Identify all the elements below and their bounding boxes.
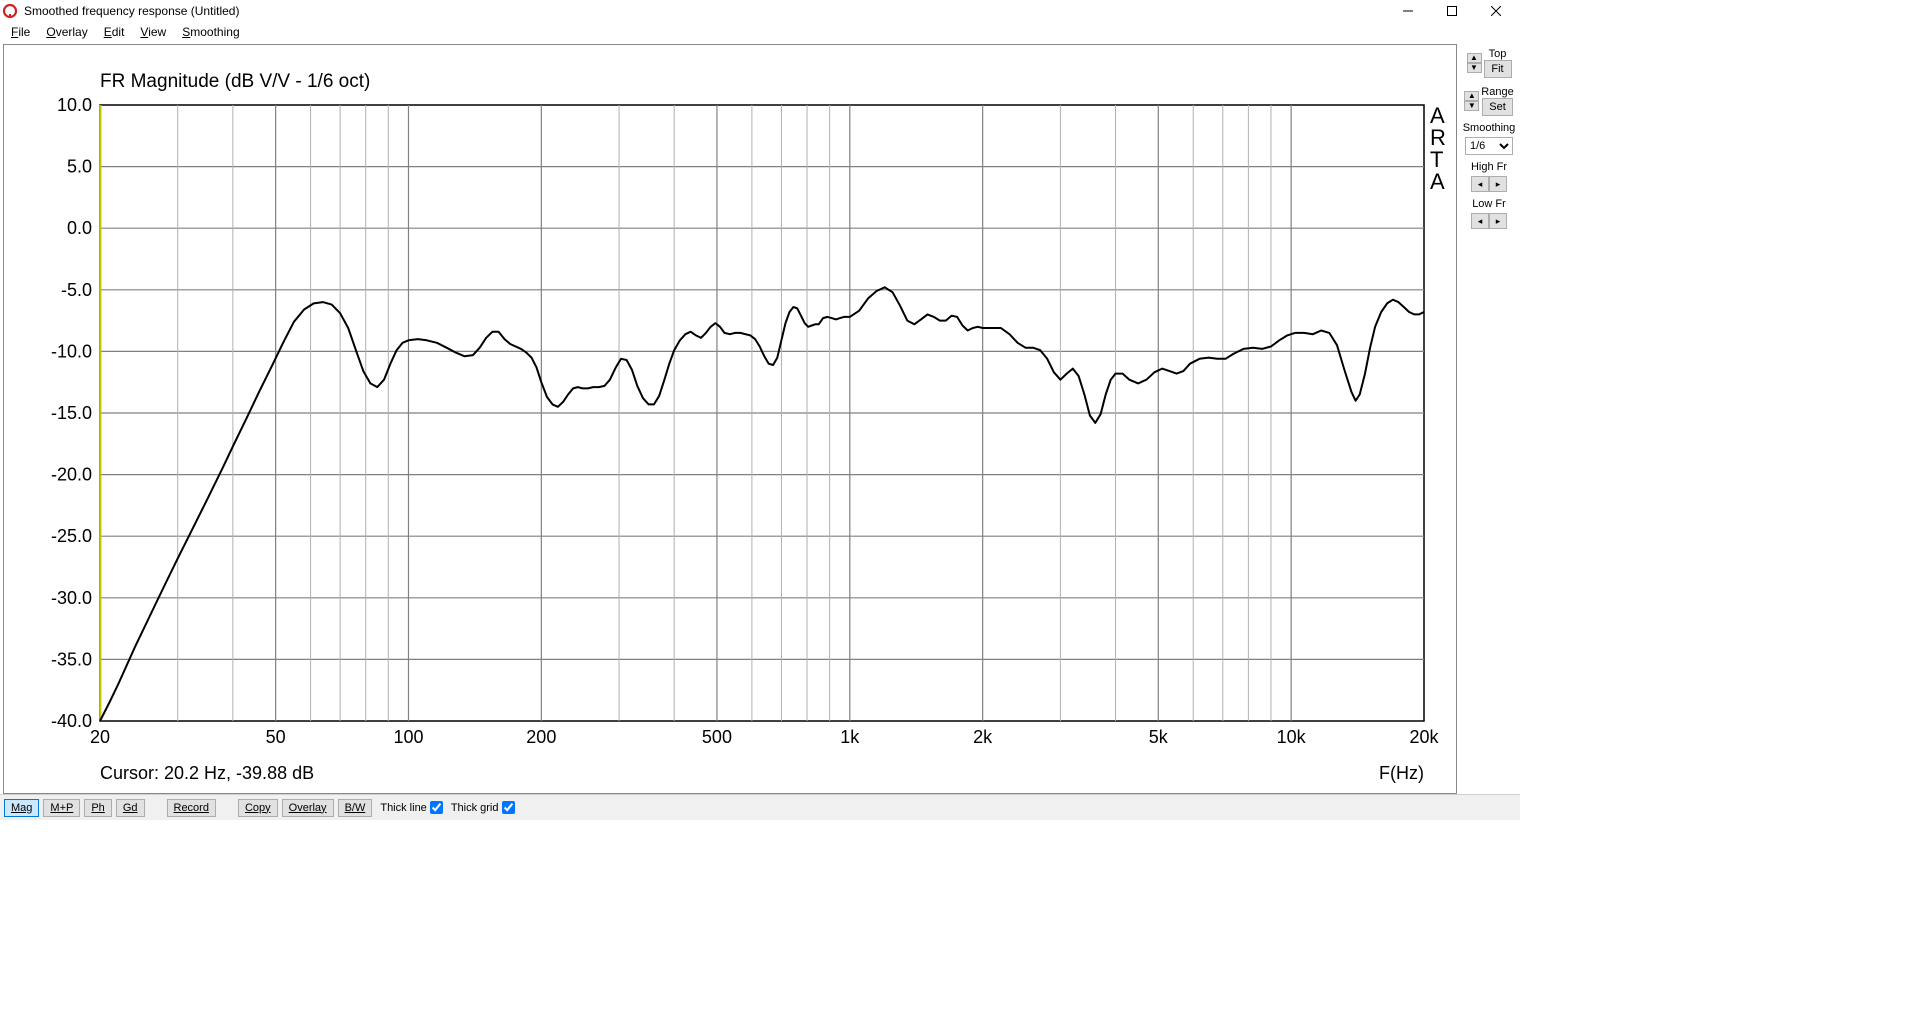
svg-text:50: 50: [266, 727, 286, 747]
side-panel: ▲ ▼ Top Fit ▲ ▼ Range Set Smoothing 1/6 …: [1460, 42, 1520, 794]
bw-button[interactable]: B/W: [338, 799, 373, 817]
thick-grid-check[interactable]: Thick grid: [451, 801, 515, 814]
close-button[interactable]: [1474, 0, 1518, 22]
svg-text:-5.0: -5.0: [61, 280, 92, 300]
svg-text:-40.0: -40.0: [51, 711, 92, 731]
main-row: FR Magnitude (dB V/V - 1/6 oct) -40.0 -35.…: [0, 42, 1520, 794]
svg-text:20: 20: [90, 727, 110, 747]
lowfr-left[interactable]: ◂: [1471, 213, 1489, 229]
minimize-button[interactable]: [1386, 0, 1430, 22]
svg-text:FR Magnitude (dB V/V - 1/6 oct: FR Magnitude (dB V/V - 1/6 oct): [100, 71, 370, 92]
frequency-response-chart[interactable]: FR Magnitude (dB V/V - 1/6 oct) -40.0 -35.…: [4, 45, 1456, 793]
app-icon: [2, 3, 18, 19]
svg-text:200: 200: [526, 727, 556, 747]
gd-button[interactable]: Gd: [116, 799, 145, 817]
menu-file[interactable]: File: [4, 24, 37, 40]
set-button[interactable]: Set: [1482, 98, 1513, 116]
fit-button[interactable]: Fit: [1484, 60, 1512, 78]
svg-text:-20.0: -20.0: [51, 465, 92, 485]
top-spin-down[interactable]: ▼: [1467, 63, 1482, 73]
svg-text:-10.0: -10.0: [51, 341, 92, 361]
thick-line-check[interactable]: Thick line: [380, 801, 442, 814]
svg-text:5k: 5k: [1149, 727, 1169, 747]
svg-text:-35.0: -35.0: [51, 649, 92, 669]
svg-text:Cursor: 20.2 Hz, -39.88 dB: Cursor: 20.2 Hz, -39.88 dB: [100, 763, 314, 783]
svg-text:-15.0: -15.0: [51, 403, 92, 423]
svg-text:F(Hz): F(Hz): [1379, 763, 1424, 783]
range-spin-up[interactable]: ▲: [1464, 91, 1479, 101]
svg-text:0.0: 0.0: [67, 218, 92, 238]
window-title: Smoothed frequency response (Untitled): [24, 4, 1386, 18]
highfr-right[interactable]: ▸: [1489, 176, 1507, 192]
svg-text:5.0: 5.0: [67, 157, 92, 177]
svg-text:10k: 10k: [1277, 727, 1307, 747]
range-spin-down[interactable]: ▼: [1464, 101, 1479, 111]
svg-text:10.0: 10.0: [57, 95, 92, 115]
smoothing-label: Smoothing: [1463, 122, 1516, 134]
svg-text:-30.0: -30.0: [51, 588, 92, 608]
mp-button[interactable]: M+P: [43, 799, 80, 817]
range-label: Range: [1481, 86, 1513, 98]
highfr-left[interactable]: ◂: [1471, 176, 1489, 192]
bottom-toolbar: Mag M+P Ph Gd Record Copy Overlay B/W Th…: [0, 794, 1520, 820]
menu-smoothing[interactable]: Smoothing: [175, 24, 246, 40]
menu-view[interactable]: View: [133, 24, 173, 40]
svg-text:500: 500: [702, 727, 732, 747]
svg-text:A: A: [1430, 169, 1445, 194]
svg-text:20k: 20k: [1409, 727, 1439, 747]
top-spin-up[interactable]: ▲: [1467, 53, 1482, 63]
ph-button[interactable]: Ph: [84, 799, 111, 817]
menu-overlay[interactable]: Overlay: [39, 24, 94, 40]
mag-button[interactable]: Mag: [4, 799, 39, 817]
top-label: Top: [1489, 48, 1507, 60]
svg-text:-25.0: -25.0: [51, 526, 92, 546]
lowfr-label: Low Fr: [1472, 198, 1506, 210]
svg-text:2k: 2k: [973, 727, 993, 747]
thick-grid-label: Thick grid: [451, 802, 499, 814]
chart-panel: FR Magnitude (dB V/V - 1/6 oct) -40.0 -35.…: [3, 44, 1457, 794]
thick-line-label: Thick line: [380, 802, 426, 814]
maximize-button[interactable]: [1430, 0, 1474, 22]
highfr-label: High Fr: [1471, 161, 1507, 173]
menubar: File Overlay Edit View Smoothing: [0, 22, 1520, 42]
titlebar: Smoothed frequency response (Untitled): [0, 0, 1520, 22]
svg-text:1k: 1k: [840, 727, 860, 747]
record-button[interactable]: Record: [167, 799, 216, 817]
lowfr-right[interactable]: ▸: [1489, 213, 1507, 229]
menu-edit[interactable]: Edit: [97, 24, 132, 40]
smoothing-select[interactable]: 1/6: [1465, 137, 1513, 155]
copy-button[interactable]: Copy: [238, 799, 278, 817]
svg-text:100: 100: [393, 727, 423, 747]
overlay-button[interactable]: Overlay: [282, 799, 334, 817]
